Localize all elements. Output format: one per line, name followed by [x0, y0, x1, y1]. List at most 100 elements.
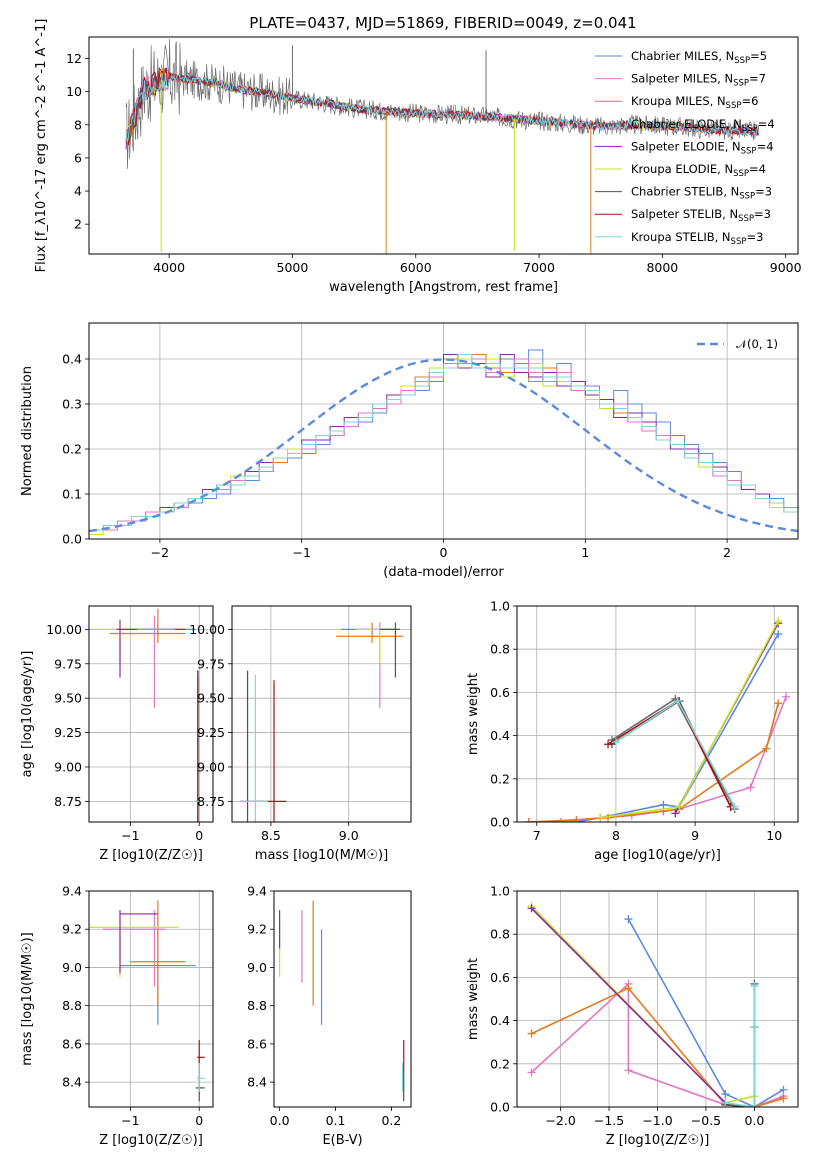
x-tick-label: 0.0 — [744, 1113, 764, 1128]
weight-marker — [782, 692, 791, 701]
y-tick-label: 9.50 — [54, 691, 82, 706]
y-tick-label: 0.2 — [62, 442, 82, 457]
plot-frame — [516, 890, 799, 1108]
y-tick-label: 10.00 — [46, 622, 82, 637]
legend-label: Chabrier MILES, NSSP=5 — [631, 49, 767, 66]
legend-label: Kroupa MILES, NSSP=6 — [631, 94, 758, 111]
y-tick-label: 10 — [66, 84, 82, 99]
y-tick-label: 8.75 — [54, 794, 82, 809]
panel-spectrum: 4000 5000 6000 7000 8000 9000 2 4 6 8 10 12 waveleng… — [34, 19, 802, 295]
x-tick-label: 7000 — [523, 260, 555, 275]
weight-marker — [624, 1066, 633, 1075]
weight-line-chabrier_stelib — [725, 983, 756, 1107]
x-tick-label: 8.5 — [261, 828, 281, 843]
weight-marker — [624, 984, 633, 993]
plot-area — [239, 622, 404, 822]
plot-frame — [88, 890, 214, 1108]
weight-line-chabrier_miles — [627, 918, 784, 1107]
plot-area — [89, 608, 205, 822]
panel-age_vs_mass: 8.5 9.0 8.75 9.00 9.25 9.50 9.75 10.00 mass [log… — [189, 605, 412, 863]
x-tick-label: 0 — [195, 828, 203, 843]
x-tick-label: 5000 — [277, 260, 309, 275]
panel-age_vs_Z: −1 0 8.75 9.00 9.25 9.50 9.75 10.00 Z [log10(Z/Z… — [20, 605, 214, 863]
plot-frame — [273, 890, 412, 1108]
y-tick-label: 9.2 — [247, 922, 267, 937]
weight-line-kroupa_miles — [528, 702, 779, 822]
y-axis-label: mass weight — [466, 673, 481, 755]
plot-frame — [88, 322, 799, 540]
weight-marker — [673, 697, 682, 706]
weight-marker — [671, 809, 680, 818]
y-axis-label: mass weight — [466, 958, 481, 1040]
y-tick-label: 10.00 — [189, 622, 225, 637]
x-tick-label: 1 — [581, 545, 589, 560]
normal-curve — [89, 358, 798, 533]
weight-line-chabrier_elodie — [611, 697, 736, 810]
y-tick-label: 9.50 — [197, 691, 225, 706]
spectrum-line-kroupa_stelib — [125, 72, 759, 143]
weight-marker — [774, 699, 783, 708]
weight-marker — [556, 818, 565, 822]
y-tick-label: 9.25 — [197, 725, 225, 740]
histogram-salpeter_elodie — [89, 354, 798, 539]
y-tick-label: 0.4 — [62, 352, 82, 367]
panel-weight_vs_Z: −2.0 −1.5 −1.0 −0.5 0.0 0.0 0.2 0.4 0.6 0.8 1.0 Z [… — [466, 884, 799, 1148]
legend: Chabrier MILES, NSSP=5 Salpeter MILES, NS… — [595, 49, 775, 247]
histogram-kroupa_stelib — [89, 354, 798, 539]
y-tick-label: 8.6 — [62, 1036, 82, 1051]
x-tick-label: −1 — [121, 1113, 139, 1128]
x-tick-label: 6000 — [400, 260, 432, 275]
y-tick-label: 12 — [66, 51, 82, 66]
y-axis-label: mass [log10(M/M☉)] — [20, 932, 35, 1065]
y-tick-label: 6 — [74, 150, 82, 165]
y-tick-label: 0.0 — [62, 532, 82, 547]
y-tick-label: 0.6 — [490, 970, 510, 985]
legend-label: Kroupa STELIB, NSSP=3 — [631, 230, 763, 247]
x-axis-label: wavelength [Angstrom, rest frame] — [329, 280, 558, 295]
y-axis-label: Normed distribution — [20, 366, 35, 496]
panel-mass_vs_EBV: 0.0 0.1 0.2 8.4 8.6 8.8 9.0 9.2 9.4 E(B-V) — [247, 884, 412, 1148]
weight-marker — [721, 1090, 730, 1099]
x-tick-label: 0.1 — [326, 1113, 346, 1128]
y-tick-label: 8 — [74, 117, 82, 132]
legend-label: Salpeter ELODIE, NSSP=4 — [631, 139, 774, 156]
y-tick-label: 0.1 — [62, 487, 82, 502]
y-tick-label: 8.8 — [247, 998, 267, 1013]
x-tick-label: 10 — [766, 828, 782, 843]
x-axis-label: Z [log10(Z/Z☉)] — [99, 1133, 203, 1148]
y-tick-label: 8.6 — [247, 1036, 267, 1051]
weight-marker — [527, 904, 536, 913]
y-tick-label: 9.75 — [54, 656, 82, 671]
legend-label: Salpeter STELIB, NSSP=3 — [631, 207, 771, 224]
weight-marker — [779, 1094, 788, 1103]
x-tick-label: 9000 — [770, 260, 802, 275]
panel-mass_vs_Z: −1 0 8.4 8.6 8.8 9.0 9.2 9.4 Z [log10(Z/Z☉)] mass… — [20, 884, 214, 1148]
y-tick-label: 9.00 — [54, 759, 82, 774]
y-tick-label: 1.0 — [490, 884, 510, 899]
panel-residuals: −2 −1 0 1 2 0.0 0.1 0.2 0.3 0.4 (data-model)/error… — [20, 322, 799, 580]
plot-area — [89, 900, 205, 1102]
y-axis-label: age [log10(age/yr)] — [20, 651, 35, 778]
weight-marker — [762, 744, 771, 753]
y-tick-label: 0.3 — [62, 397, 82, 412]
weight-marker — [527, 1068, 536, 1077]
weight-line-kroupa_stelib — [725, 986, 756, 1107]
y-tick-label: 0.2 — [490, 771, 510, 786]
x-axis-label: age [log10(age/yr)] — [594, 848, 721, 863]
weight-line-salpeter_elodie — [530, 907, 726, 1104]
y-tick-label: 8.4 — [247, 1075, 267, 1090]
weight-marker — [774, 630, 783, 639]
legend-label: 𝒩(0, 1) — [736, 337, 778, 351]
x-tick-label: −2.0 — [545, 1113, 575, 1128]
plot-frame — [231, 605, 412, 823]
y-tick-label: 9.00 — [197, 759, 225, 774]
y-tick-label: 0.8 — [490, 927, 510, 942]
x-axis-label: Z [log10(Z/Z☉)] — [606, 1133, 710, 1148]
x-tick-label: 7 — [533, 828, 541, 843]
y-tick-label: 9.0 — [247, 960, 267, 975]
x-tick-label: −1.5 — [594, 1113, 624, 1128]
x-tick-label: 0 — [195, 1113, 203, 1128]
y-tick-label: 0.0 — [490, 815, 510, 830]
plot-area — [524, 617, 791, 822]
panel-weight_vs_age: 7 8 9 10 0.0 0.2 0.4 0.6 0.8 1.0 age [log10(age/yr… — [466, 599, 799, 863]
